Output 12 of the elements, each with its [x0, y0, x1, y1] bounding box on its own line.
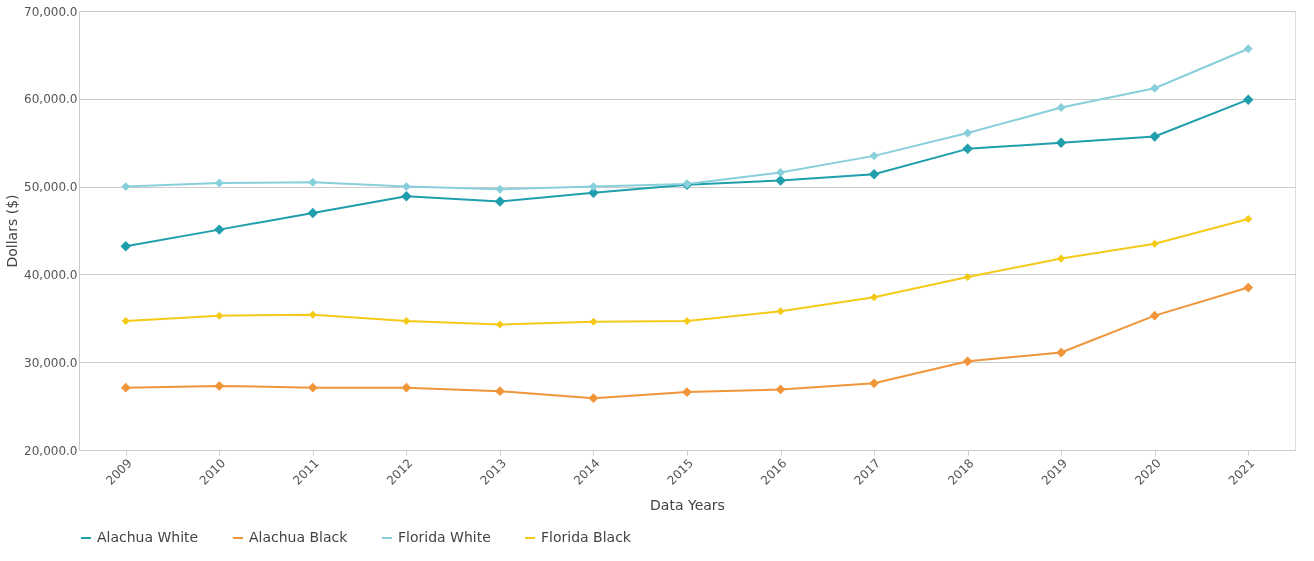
- y-tick-label: 70,000.0: [24, 4, 78, 19]
- legend-label: Florida Black: [541, 529, 632, 545]
- legend-label: Florida White: [398, 529, 491, 545]
- y-tick-label: 50,000.0: [24, 180, 78, 195]
- y-tick-label: 20,000.0: [24, 443, 78, 458]
- legend-label: Alachua White: [97, 529, 199, 545]
- y-tick-label: 40,000.0: [24, 267, 78, 282]
- y-tick-label: 30,000.0: [24, 355, 78, 370]
- legend-label: Alachua Black: [249, 529, 349, 545]
- x-axis-title: Data Years: [650, 496, 725, 513]
- y-tick-label: 60,000.0: [24, 92, 78, 107]
- y-axis-title: Dollars ($): [4, 194, 21, 268]
